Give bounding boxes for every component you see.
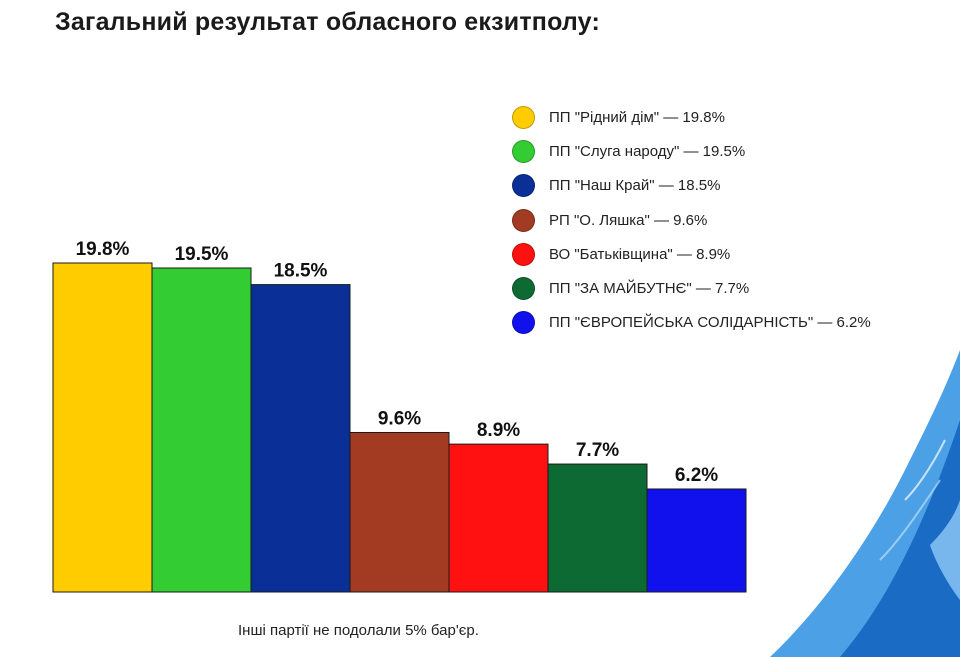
bar-4 (349, 431, 450, 593)
legend-swatch-4 (512, 208, 535, 232)
bar-7 (646, 488, 747, 593)
bar-5 (448, 443, 549, 593)
bar-value-label-6: 7.7% (576, 440, 619, 461)
legend-label-3: ПП "Наш Край" — 18.5% (549, 177, 721, 195)
bar-3 (250, 284, 351, 593)
legend-label-6: ПП "ЗА МАЙБУТНЄ" — 7.7% (549, 280, 750, 298)
legend-swatch-2 (512, 139, 535, 163)
bar-value-label-3: 18.5% (274, 261, 328, 282)
legend-item-7: ПП "ЄВРОПЕЙСЬКА СОЛІДАРНІСТЬ" — 6.2% (512, 306, 871, 340)
chart-title: Загальний результат обласного екзитполу: (55, 8, 600, 36)
legend-label-7: ПП "ЄВРОПЕЙСЬКА СОЛІДАРНІСТЬ" — 6.2% (549, 314, 871, 332)
bar-value-label-7: 6.2% (675, 465, 718, 486)
legend-swatch-5 (512, 242, 535, 266)
legend-swatch-6 (512, 277, 535, 301)
bar-value-label-1: 19.8% (76, 239, 130, 260)
legend-item-6: ПП "ЗА МАЙБУТНЄ" — 7.7% (512, 271, 871, 305)
legend-item-2: ПП "Слуга народу" — 19.5% (512, 134, 871, 168)
legend-swatch-3 (512, 174, 535, 198)
legend-label-5: ВО "Батьківщина" — 8.9% (549, 245, 731, 263)
bar-1 (52, 262, 153, 593)
legend-item-4: РП "О. Ляшка" — 9.6% (512, 203, 871, 237)
legend-swatch-1 (512, 105, 535, 129)
footnote: Інші партії не подолали 5% бар'єр. (238, 622, 479, 639)
bar-value-label-4: 9.6% (378, 408, 421, 429)
bar-2 (151, 267, 252, 593)
bar-value-label-2: 19.5% (175, 244, 229, 265)
bar-value-label-5: 8.9% (477, 420, 520, 441)
legend-label-2: ПП "Слуга народу" — 19.5% (549, 142, 746, 160)
legend-label-4: РП "О. Ляшка" — 9.6% (549, 211, 708, 229)
legend: ПП "Рідний дім" — 19.8% ПП "Слуга народу"… (512, 100, 871, 340)
legend-swatch-7 (512, 311, 535, 335)
legend-item-1: ПП "Рідний дім" — 19.8% (512, 100, 871, 134)
bar-6 (547, 463, 648, 593)
legend-label-1: ПП "Рідний дім" — 19.8% (549, 108, 725, 126)
legend-item-3: ПП "Наш Край" — 18.5% (512, 169, 871, 203)
legend-item-5: ВО "Батьківщина" — 8.9% (512, 237, 871, 271)
